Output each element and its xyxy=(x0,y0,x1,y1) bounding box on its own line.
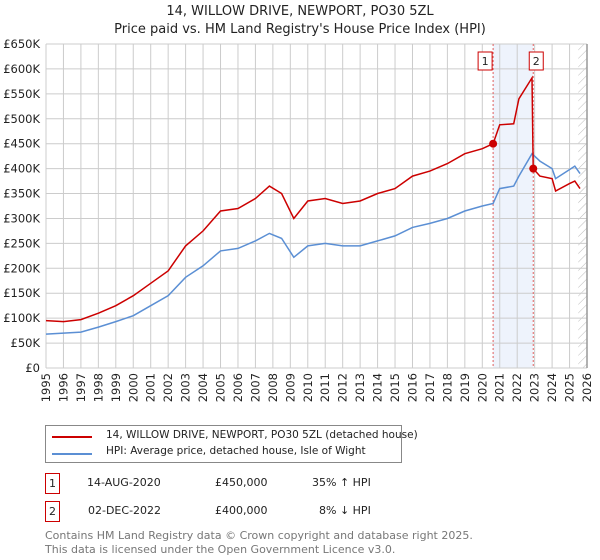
sale-label-box xyxy=(528,51,544,71)
y-tick-label: £600K xyxy=(3,62,40,76)
transaction-date: 02-DEC-2022 xyxy=(88,504,162,517)
transaction-hpi: 35% ↑ HPI xyxy=(312,476,371,489)
series-line xyxy=(45,152,581,335)
legend: 14, WILLOW DRIVE, NEWPORT, PO30 5ZL (det… xyxy=(45,425,418,463)
x-tick-label: 2014 xyxy=(371,373,385,402)
sale-label: 1 xyxy=(482,55,489,68)
marker-badge: 2 xyxy=(45,501,60,522)
x-tick-label: 2004 xyxy=(196,373,210,402)
x-tick-label: 2008 xyxy=(266,373,280,402)
transaction-date: 14-AUG-2020 xyxy=(87,476,161,489)
sale-label-box xyxy=(477,51,493,71)
chart-title: 14, WILLOW DRIVE, NEWPORT, PO30 5ZL xyxy=(166,4,434,19)
x-tick-label: 2015 xyxy=(388,373,402,402)
y-tick-label: £450K xyxy=(3,137,40,151)
y-tick-label: £350K xyxy=(3,187,40,201)
x-tick-label: 2007 xyxy=(248,373,262,402)
x-tick-label: 2020 xyxy=(475,373,489,402)
y-tick-label: £0 xyxy=(25,361,40,375)
footer-licence: This data is licensed under the Open Gov… xyxy=(45,543,396,556)
transaction-hpi: 8% ↓ HPI xyxy=(319,504,371,517)
x-tick-label: 1999 xyxy=(109,373,123,402)
y-tick-label: £650K xyxy=(3,37,40,51)
x-tick-label: 2009 xyxy=(283,373,297,402)
x-tick-label: 1998 xyxy=(91,373,105,402)
legend-blue-line xyxy=(52,453,92,455)
x-tick-label: 1997 xyxy=(74,373,88,402)
forecast-hatch xyxy=(578,44,587,368)
x-tick-label: 2019 xyxy=(458,373,472,402)
x-tick-label: 1995 xyxy=(39,373,53,402)
legend-property: 14, WILLOW DRIVE, NEWPORT, PO30 5ZL (det… xyxy=(106,429,418,441)
price-chart: 1995 1996 1997 1998 1999 2000 2001 2002 2003 2004… xyxy=(3,37,594,402)
chart-subtitle: Price paid vs. HM Land Registry's House … xyxy=(114,22,486,37)
transaction-price: £450,000 xyxy=(215,476,268,489)
y-tick-label: £50K xyxy=(11,336,41,350)
x-tick-label: 2003 xyxy=(179,373,193,402)
x-tick-label: 2022 xyxy=(510,373,524,402)
y-tick-label: £500K xyxy=(3,112,40,126)
y-tick-label: £150K xyxy=(3,286,40,300)
marker-badge: 1 xyxy=(45,473,60,494)
y-tick-label: £250K xyxy=(3,236,40,250)
y-tick-label: £100K xyxy=(3,311,40,325)
legend-red-line xyxy=(52,436,92,438)
x-tick-label: 2000 xyxy=(126,373,140,402)
x-tick-label: 2024 xyxy=(545,373,559,402)
x-tick-label: 2001 xyxy=(144,373,158,402)
sale-point xyxy=(489,139,498,148)
x-tick-label: 2016 xyxy=(405,373,419,402)
x-tick-label: 2017 xyxy=(423,373,437,402)
sale-period-shade xyxy=(493,44,534,368)
x-tick-label: 2021 xyxy=(493,373,507,402)
x-tick-label: 2023 xyxy=(528,373,542,402)
sale-point xyxy=(529,164,538,173)
y-tick-label: £200K xyxy=(3,261,40,275)
sale-label: 2 xyxy=(533,55,540,68)
footer-copyright: Contains HM Land Registry data © Crown c… xyxy=(45,529,473,542)
x-tick-label: 2025 xyxy=(563,373,577,402)
y-tick-label: £300K xyxy=(3,211,40,225)
x-tick-label: 2012 xyxy=(336,373,350,402)
series-line xyxy=(45,75,581,323)
transaction-price: £400,000 xyxy=(215,504,268,517)
x-tick-label: 2018 xyxy=(440,373,454,402)
x-tick-label: 1996 xyxy=(56,373,70,402)
y-tick-label: £400K xyxy=(3,162,40,176)
x-tick-label: 2005 xyxy=(214,373,228,402)
x-tick-label: 2026 xyxy=(580,373,594,402)
x-tick-label: 2006 xyxy=(231,373,245,402)
x-tick-label: 2010 xyxy=(301,373,315,402)
x-tick-label: 2011 xyxy=(318,373,332,402)
legend-hpi: HPI: Average price, detached house, Isle… xyxy=(106,445,366,457)
y-tick-label: £550K xyxy=(3,87,40,101)
x-tick-label: 2002 xyxy=(161,373,175,402)
x-tick-label: 2013 xyxy=(353,373,367,402)
